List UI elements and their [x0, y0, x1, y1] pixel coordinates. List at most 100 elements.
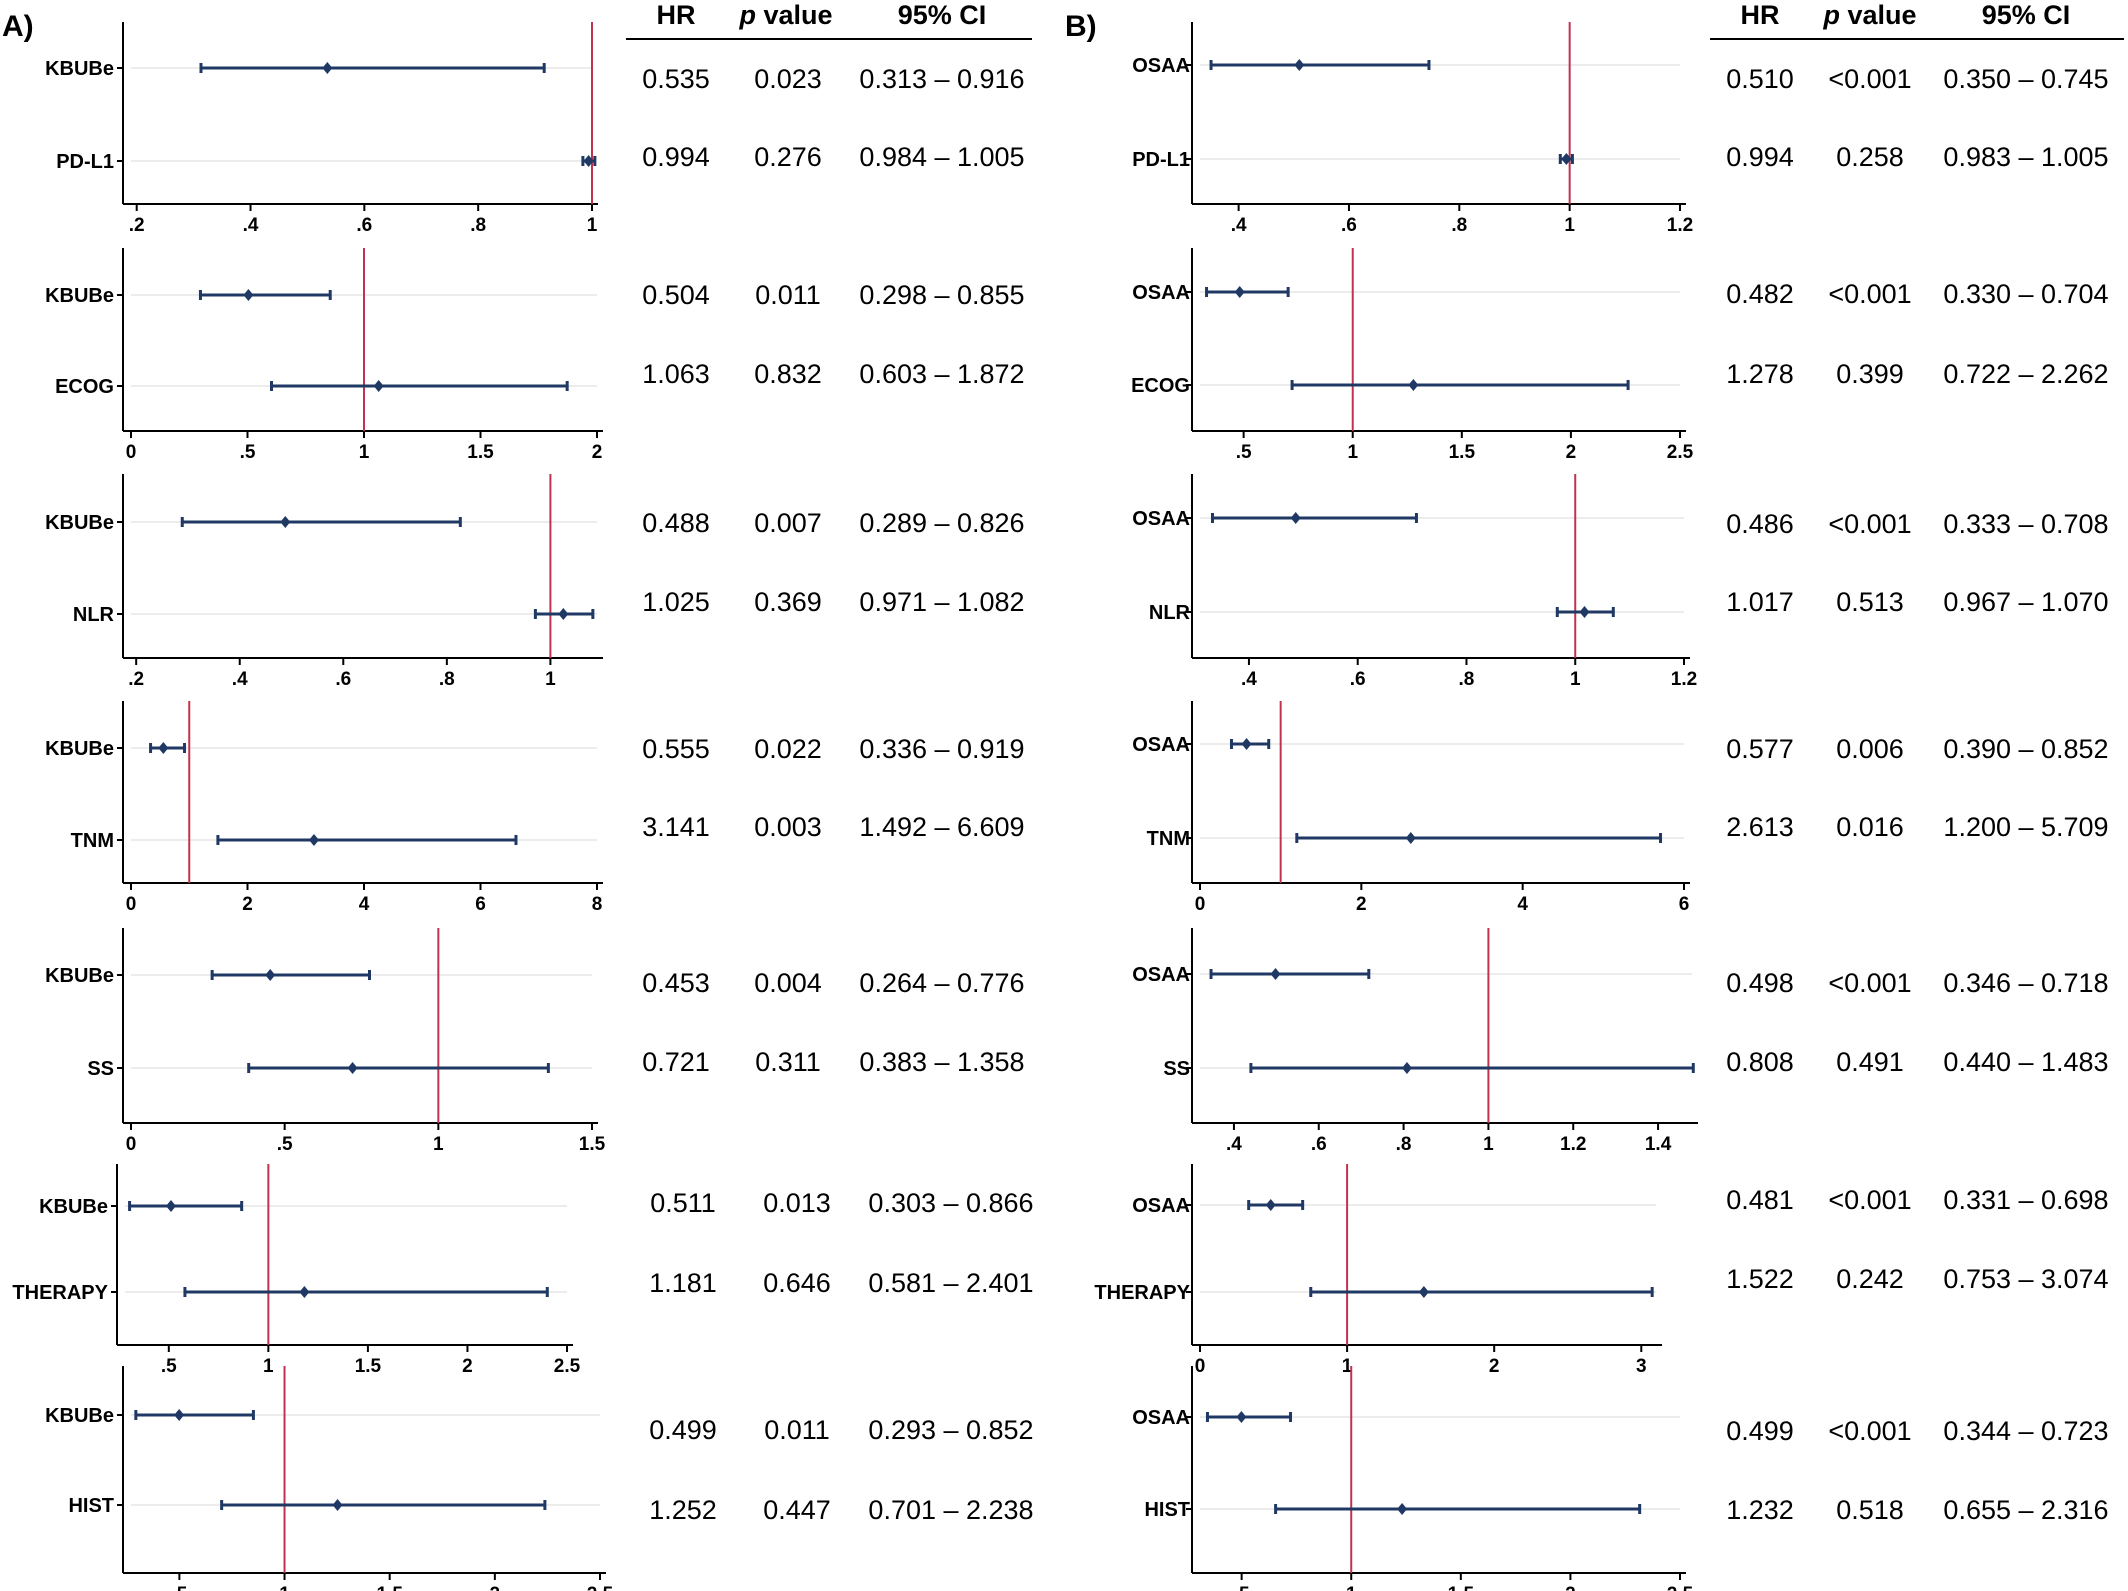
- x-tick-label: 2: [1566, 442, 1577, 463]
- hr-point-marker: [299, 1286, 310, 1298]
- x-tick-label: 1.2: [1560, 1134, 1586, 1155]
- hr-value: 2.613: [1726, 812, 1794, 842]
- hr-point-marker: [1418, 1286, 1429, 1298]
- hr-point-marker: [322, 62, 333, 74]
- forest-plot-a-3: .2 .4 .6 .8 1 KBUBe 0.488 0.007 0.289 – 0.826 NLR…: [45, 474, 1025, 690]
- hr-point-marker: [1234, 286, 1245, 298]
- hr-point-marker: [1408, 379, 1419, 391]
- variable-label: OSAA: [1132, 734, 1190, 756]
- hr-point-marker: [165, 1200, 176, 1212]
- p-value: 0.016: [1836, 812, 1904, 842]
- x-tick-label: .6: [335, 669, 351, 690]
- x-tick-label: .8: [1459, 669, 1475, 690]
- panel-label-b: B): [1065, 10, 1097, 43]
- hr-value: 0.721: [642, 1047, 710, 1077]
- hr-point-marker: [1294, 59, 1305, 71]
- x-tick-label: .5: [171, 1584, 187, 1591]
- variable-label: ECOG: [1131, 375, 1190, 397]
- ci-value: 0.344 – 0.723: [1943, 1416, 2108, 1446]
- hr-value: 0.510: [1726, 64, 1794, 94]
- p-value: 0.004: [754, 968, 822, 998]
- x-tick-label: 1: [1564, 215, 1575, 236]
- variable-label: SS: [87, 1058, 114, 1080]
- hr-point-marker: [558, 608, 569, 620]
- x-tick-label: 1.2: [1671, 669, 1697, 690]
- variable-label: KBUBe: [45, 58, 114, 80]
- hr-value: 0.481: [1726, 1185, 1794, 1215]
- x-tick-label: 1: [1342, 1356, 1353, 1377]
- x-tick-label: 1.5: [355, 1356, 382, 1377]
- x-tick-label: 1: [1483, 1134, 1494, 1155]
- hr-value: 1.252: [649, 1495, 717, 1525]
- p-value: 0.011: [755, 280, 821, 310]
- hr-point-marker: [1241, 738, 1252, 750]
- variable-label: PD-L1: [56, 151, 114, 173]
- x-tick-label: 6: [475, 894, 486, 915]
- hr-point-marker: [1397, 1503, 1408, 1515]
- variable-label: SS: [1163, 1058, 1190, 1080]
- hr-point-marker: [308, 834, 319, 846]
- hr-value: 0.482: [1726, 279, 1794, 309]
- x-tick-label: .8: [1396, 1134, 1412, 1155]
- header-hr-a: HR: [657, 0, 696, 30]
- p-value: 0.646: [763, 1268, 831, 1298]
- p-value: <0.001: [1828, 509, 1911, 539]
- ci-value: 0.293 – 0.852: [868, 1415, 1033, 1445]
- x-tick-label: 1.5: [1448, 1584, 1475, 1591]
- variable-label: KBUBe: [45, 1405, 114, 1427]
- x-tick-label: 1.5: [376, 1584, 403, 1591]
- hr-value: 0.498: [1726, 968, 1794, 998]
- p-value: <0.001: [1828, 1185, 1911, 1215]
- variable-label: OSAA: [1132, 55, 1190, 77]
- variable-label: NLR: [1149, 602, 1191, 624]
- x-tick-label: 8: [592, 894, 603, 915]
- ci-value: 0.722 – 2.262: [1943, 359, 2108, 389]
- x-tick-label: .2: [129, 215, 145, 236]
- x-tick-label: 1: [1346, 1584, 1357, 1591]
- hr-value: 1.278: [1726, 359, 1794, 389]
- x-tick-label: 1.2: [1667, 215, 1693, 236]
- hr-value: 0.994: [642, 142, 710, 172]
- ci-value: 0.264 – 0.776: [859, 968, 1024, 998]
- header-p-rest-a: value: [756, 0, 833, 30]
- x-tick-label: 0: [126, 442, 137, 463]
- p-value: 0.023: [754, 64, 822, 94]
- ci-value: 0.440 – 1.483: [1943, 1047, 2108, 1077]
- x-tick-label: .8: [470, 215, 486, 236]
- forest-plot-b-4: 0 2 4 6 OSAA 0.577 0.006 0.390 – 0.852 TNM 2.613 0…: [1132, 701, 2109, 915]
- hr-point-marker: [174, 1409, 185, 1421]
- x-tick-label: 0: [126, 1134, 137, 1155]
- x-tick-label: 1.5: [467, 442, 494, 463]
- header-hr-b: HR: [1741, 0, 1780, 30]
- hr-value: 3.141: [642, 812, 710, 842]
- forest-plot-b-1: .4 .6 .8 1 1.2 OSAA 0.510 <0.001 0.350 – 0.745 PD…: [1132, 22, 2109, 236]
- x-tick-label: 2: [462, 1356, 473, 1377]
- ci-value: 1.492 – 6.609: [859, 812, 1024, 842]
- ci-value: 0.303 – 0.866: [868, 1188, 1033, 1218]
- ci-value: 0.983 – 1.005: [1943, 142, 2108, 172]
- forest-plot-a-6: .5 1 1.5 2 2.5 KBUBe 0.511 0.013 0.303 – 0.866 TH…: [12, 1164, 1034, 1377]
- ci-value: 0.336 – 0.919: [859, 734, 1024, 764]
- hr-point-marker: [347, 1062, 358, 1074]
- variable-label: OSAA: [1132, 1195, 1190, 1217]
- x-tick-label: .4: [1231, 215, 1247, 236]
- variable-label: OSAA: [1132, 1407, 1190, 1429]
- x-tick-label: 2: [592, 442, 603, 463]
- hr-value: 1.025: [642, 587, 710, 617]
- x-tick-label: 2.5: [1667, 1584, 1694, 1591]
- p-value: 0.011: [764, 1415, 830, 1445]
- x-tick-label: .5: [1234, 1584, 1250, 1591]
- forest-plot-b-5: .4 .6 .8 1 1.2 1.4 OSAA 0.498 <0.001 0.346 – 0.71…: [1132, 928, 2109, 1155]
- hr-value: 0.808: [1726, 1047, 1794, 1077]
- ci-value: 0.967 – 1.070: [1943, 587, 2108, 617]
- hr-point-marker: [1236, 1411, 1247, 1423]
- hr-value: 0.504: [642, 280, 710, 310]
- variable-label: KBUBe: [39, 1196, 108, 1218]
- x-tick-label: 6: [1679, 894, 1690, 915]
- p-value: 0.242: [1836, 1264, 1904, 1294]
- ci-value: 0.581 – 2.401: [868, 1268, 1033, 1298]
- hr-point-marker: [1270, 968, 1281, 980]
- header-p-rest-b: value: [1840, 0, 1917, 30]
- x-tick-label: 2: [1356, 894, 1367, 915]
